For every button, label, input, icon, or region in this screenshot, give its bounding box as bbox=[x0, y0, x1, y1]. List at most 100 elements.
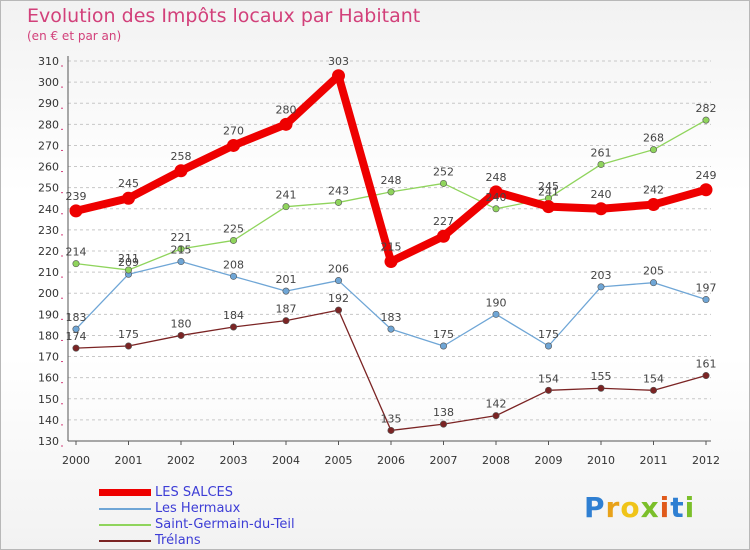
data-point bbox=[702, 296, 710, 304]
data-point bbox=[597, 384, 605, 392]
data-label: 270 bbox=[223, 124, 244, 137]
chart-title: Evolution des Impôts locaux par Habitant bbox=[27, 5, 421, 27]
data-label: 211 bbox=[118, 252, 139, 265]
data-point bbox=[384, 255, 398, 269]
y-tick-label: 210 bbox=[38, 266, 59, 279]
logo-letter: o bbox=[620, 491, 641, 524]
data-label: 245 bbox=[538, 180, 559, 193]
data-label: 249 bbox=[696, 169, 717, 182]
data-label: 190 bbox=[486, 296, 507, 309]
data-point bbox=[282, 317, 290, 325]
data-point bbox=[230, 236, 238, 244]
data-point bbox=[542, 200, 555, 214]
data-point bbox=[439, 420, 447, 428]
y-tick-label: 310 bbox=[38, 55, 59, 68]
data-point bbox=[69, 204, 83, 218]
data-label: 154 bbox=[538, 372, 559, 385]
data-label: 243 bbox=[328, 184, 349, 197]
data-point bbox=[597, 283, 605, 291]
series-layer bbox=[69, 69, 713, 434]
data-label: 240 bbox=[486, 191, 507, 204]
legend-swatch bbox=[99, 489, 151, 496]
data-label: 197 bbox=[696, 282, 717, 295]
y-tick-label: 150 bbox=[38, 393, 59, 406]
series-line bbox=[75, 260, 707, 347]
data-point bbox=[177, 258, 185, 266]
data-label: 239 bbox=[66, 190, 87, 203]
data-label: 280 bbox=[276, 103, 297, 116]
logo-letter: i bbox=[684, 491, 696, 524]
x-tick-label: 2000 bbox=[62, 454, 90, 467]
data-label: 175 bbox=[433, 328, 454, 341]
logo-letter: r bbox=[605, 491, 621, 524]
data-label: 138 bbox=[433, 406, 454, 419]
data-point bbox=[649, 386, 657, 394]
y-tick-label: 260 bbox=[38, 161, 59, 174]
proxiti-logo: Proxiti bbox=[584, 491, 695, 524]
data-point bbox=[177, 331, 185, 339]
y-tick-label: 220 bbox=[38, 245, 59, 258]
data-label-layer: 183 209 215 208 201 206 183 175 190 175 203 205 197 2… bbox=[66, 55, 717, 426]
data-point bbox=[387, 325, 395, 333]
data-label: 175 bbox=[538, 328, 559, 341]
y-tick-label: 290 bbox=[38, 97, 59, 110]
data-point bbox=[125, 266, 133, 274]
y-tick-label: 240 bbox=[38, 203, 59, 216]
data-point bbox=[72, 260, 80, 268]
logo-letter: x bbox=[640, 491, 660, 524]
data-label: 252 bbox=[433, 165, 454, 178]
data-label: 192 bbox=[328, 292, 349, 305]
data-label: 201 bbox=[276, 273, 297, 286]
data-point bbox=[439, 179, 447, 187]
data-point bbox=[594, 202, 608, 216]
x-tick-label: 2003 bbox=[220, 454, 248, 467]
data-label: 303 bbox=[328, 55, 349, 68]
data-label: 142 bbox=[486, 398, 507, 411]
data-point bbox=[334, 277, 342, 285]
grid-layer bbox=[68, 60, 711, 442]
logo-letter: i bbox=[659, 491, 671, 524]
x-tick-label: 2002 bbox=[167, 454, 195, 467]
y-tick-label: 180 bbox=[38, 329, 59, 342]
x-tick-label: 2005 bbox=[325, 454, 353, 467]
data-point bbox=[649, 146, 657, 154]
data-label: 241 bbox=[538, 186, 559, 199]
x-tick-label: 2009 bbox=[535, 454, 563, 467]
data-label: 215 bbox=[171, 244, 192, 257]
data-point bbox=[177, 245, 185, 253]
y-tick-label: 130 bbox=[38, 435, 59, 448]
data-label: 183 bbox=[66, 311, 87, 324]
data-point bbox=[334, 306, 342, 314]
y-tick-label: 170 bbox=[38, 351, 59, 364]
legend-label: LES SALCES bbox=[155, 485, 234, 500]
data-label: 161 bbox=[696, 358, 717, 371]
data-point bbox=[279, 117, 293, 131]
data-point bbox=[122, 191, 135, 205]
legend-swatch bbox=[99, 540, 151, 542]
x-tick-label: 2012 bbox=[692, 454, 720, 467]
legend-swatch bbox=[99, 508, 151, 510]
data-label: 206 bbox=[328, 263, 349, 276]
data-label: 245 bbox=[118, 177, 139, 190]
x-tick-label: 2011 bbox=[640, 454, 668, 467]
data-point bbox=[174, 164, 188, 178]
data-point bbox=[702, 372, 710, 380]
data-label: 215 bbox=[381, 241, 402, 254]
data-label: 258 bbox=[171, 150, 192, 163]
y-tick-label: 300 bbox=[38, 76, 59, 89]
data-point bbox=[282, 287, 290, 295]
data-point bbox=[597, 160, 605, 168]
data-label: 241 bbox=[276, 189, 297, 202]
x-tick-label: 2010 bbox=[587, 454, 615, 467]
data-label: 248 bbox=[486, 171, 507, 184]
data-label: 261 bbox=[591, 146, 612, 159]
chart-subtitle: (en € et par an) bbox=[27, 29, 122, 43]
y-tick-label: 230 bbox=[38, 224, 59, 237]
data-label: 154 bbox=[643, 372, 664, 385]
legend-label: Saint-Germain-du-Teil bbox=[155, 517, 295, 532]
data-label: 205 bbox=[643, 265, 664, 278]
data-label: 227 bbox=[433, 215, 454, 228]
data-point bbox=[544, 386, 552, 394]
